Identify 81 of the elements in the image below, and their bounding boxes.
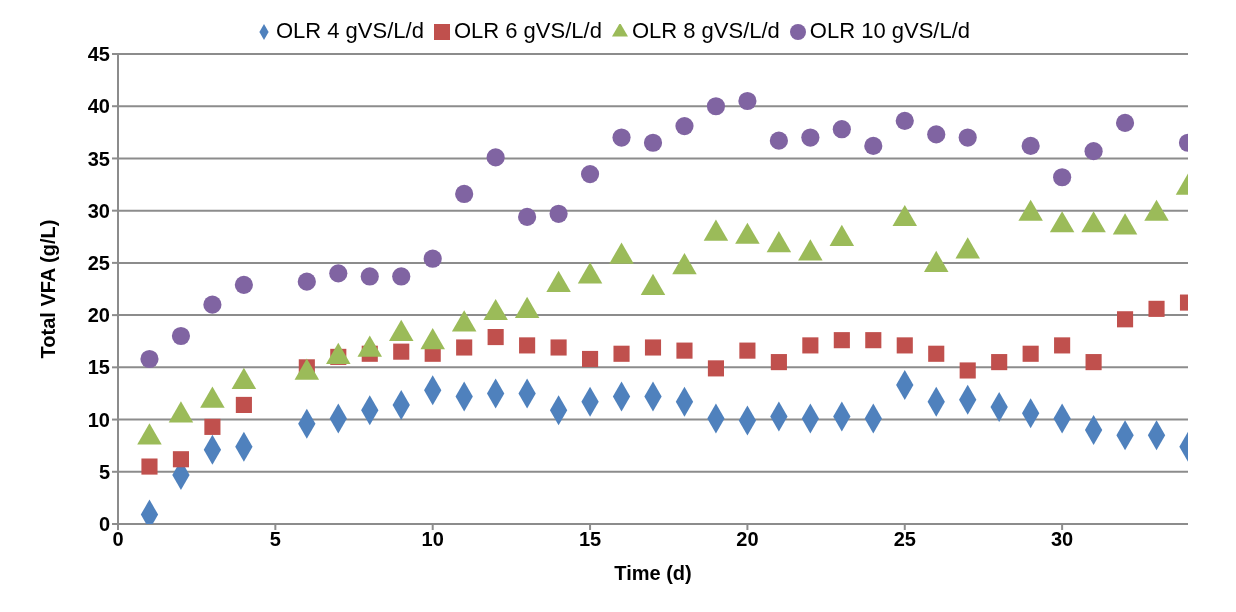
point <box>927 125 946 144</box>
point <box>1117 311 1134 328</box>
y-tick-label: 0 <box>98 513 110 536</box>
x-tick-label: 20 <box>736 528 759 551</box>
x-tick-label: 30 <box>1050 528 1074 551</box>
x-tick-label: 5 <box>269 528 281 551</box>
point <box>204 418 221 435</box>
point <box>770 354 787 371</box>
y-tick-label: 15 <box>87 356 110 379</box>
y-axis-title: Total VFA (g/L) <box>37 219 60 359</box>
y-tick-label: 20 <box>87 304 110 327</box>
point <box>959 362 976 379</box>
point <box>329 264 348 283</box>
point <box>518 207 537 227</box>
point <box>865 332 882 349</box>
y-tick-label: 35 <box>87 147 110 170</box>
point <box>297 272 316 291</box>
point <box>519 337 536 354</box>
point <box>140 349 159 369</box>
point <box>580 165 600 184</box>
point <box>1054 337 1071 354</box>
point <box>832 120 851 139</box>
point <box>1148 300 1165 317</box>
y-tick-label: 25 <box>87 251 110 274</box>
point <box>643 133 663 152</box>
point <box>1021 136 1040 155</box>
point <box>1115 113 1135 133</box>
point <box>928 345 945 362</box>
point <box>423 249 442 268</box>
point <box>676 342 693 359</box>
point <box>141 458 158 475</box>
legend-label: OLR 10 gVS/L/d <box>809 18 971 43</box>
point <box>864 136 883 155</box>
point <box>235 396 252 413</box>
point <box>706 97 726 116</box>
point <box>613 345 630 362</box>
legend-label: OLR 6 gVS/L/d <box>453 18 602 43</box>
point <box>360 267 379 286</box>
x-tick-label: 0 <box>112 528 124 551</box>
point <box>550 339 567 356</box>
point <box>487 328 504 346</box>
point <box>455 184 474 204</box>
point <box>456 339 473 356</box>
point <box>769 131 788 150</box>
point <box>234 275 253 294</box>
x-tick-label: 15 <box>578 528 602 551</box>
point <box>895 111 914 130</box>
y-tick-label: 5 <box>98 460 110 483</box>
point <box>393 343 410 360</box>
point <box>549 204 568 223</box>
point <box>991 354 1008 371</box>
point <box>172 451 189 468</box>
point <box>707 360 724 377</box>
point <box>738 91 757 111</box>
point <box>896 337 913 354</box>
x-tick-label: 10 <box>421 528 444 551</box>
point <box>582 350 599 368</box>
point <box>486 148 505 167</box>
point <box>1084 142 1103 161</box>
y-tick-label: 30 <box>87 199 110 222</box>
point <box>833 332 850 349</box>
point <box>1022 345 1039 362</box>
point <box>958 128 977 147</box>
x-tick-label: 25 <box>893 528 916 551</box>
x-axis-title: Time (d) <box>614 562 692 584</box>
point <box>392 267 411 286</box>
point <box>739 342 756 359</box>
point <box>171 326 191 346</box>
y-tick-label: 40 <box>87 95 110 118</box>
point <box>802 337 819 354</box>
legend-label: OLR 4 gVS/L/d <box>275 18 424 43</box>
point <box>801 128 820 147</box>
y-tick-label: 10 <box>87 408 110 431</box>
point <box>203 295 222 314</box>
point <box>612 128 631 147</box>
point <box>644 339 662 356</box>
point <box>1053 168 1072 187</box>
y-tick-label: 45 <box>87 43 110 66</box>
point <box>675 116 694 136</box>
point <box>1085 354 1102 371</box>
legend-label: OLR 8 gVS/L/d <box>631 18 780 43</box>
